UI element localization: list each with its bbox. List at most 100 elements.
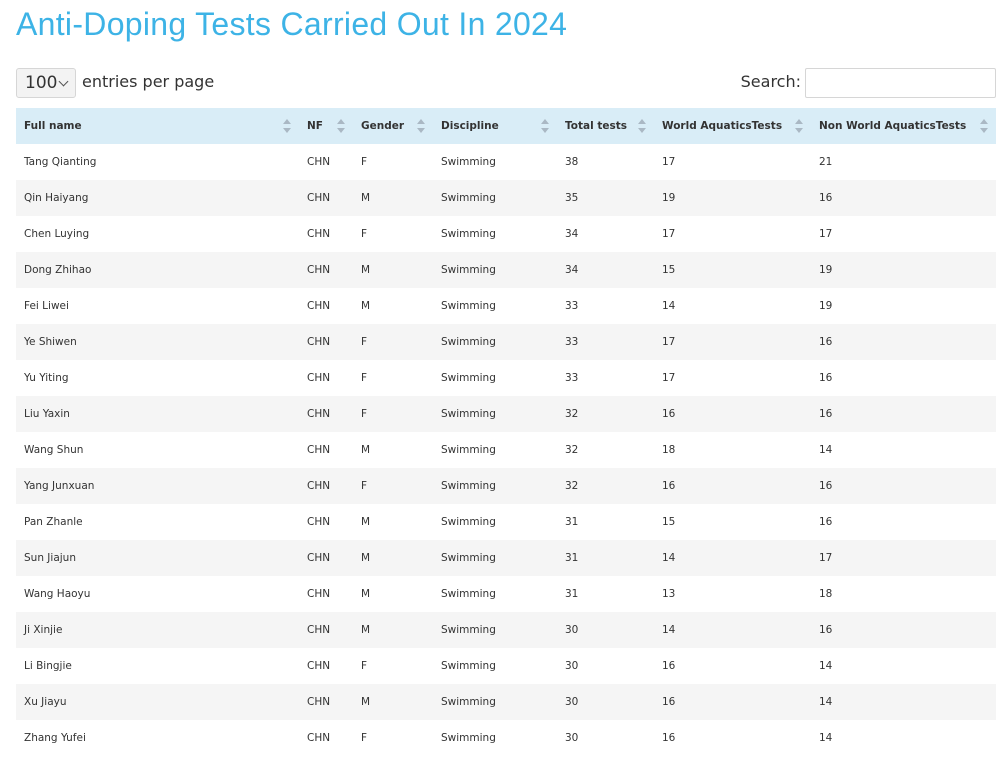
table-body: Tang Qianting CHN F Swimming 38 17 21 Qin Haiya… bbox=[16, 144, 996, 756]
table-cell: CHN bbox=[307, 732, 331, 744]
table-cell: 16 bbox=[662, 732, 676, 744]
table-cell: CHN bbox=[299, 684, 353, 720]
table-cell: 16 bbox=[819, 372, 833, 384]
search-input[interactable] bbox=[805, 68, 996, 98]
table-cell: F bbox=[353, 324, 433, 360]
table-row: Wang Haoyu CHN M Swimming 31 13 18 bbox=[16, 576, 996, 612]
table-cell: CHN bbox=[299, 612, 353, 648]
table-cell: Swimming bbox=[433, 612, 557, 648]
table-row: Fei Liwei CHN M Swimming 33 14 19 bbox=[16, 288, 996, 324]
table-row: Wang Shun CHN M Swimming 32 18 14 bbox=[16, 432, 996, 468]
column-header-label: World AquaticsTests bbox=[662, 120, 783, 132]
table-cell: M bbox=[353, 180, 433, 216]
column-header-label: Gender bbox=[361, 120, 405, 132]
table-cell: Fei Liwei bbox=[24, 300, 69, 312]
table-cell: M bbox=[361, 300, 371, 312]
table-cell: CHN bbox=[299, 396, 353, 432]
column-header-label: Non World AquaticsTests bbox=[819, 120, 967, 132]
table-cell: CHN bbox=[307, 372, 331, 384]
sort-icon bbox=[337, 119, 345, 133]
table-cell: 17 bbox=[662, 156, 676, 168]
table-cell: 31 bbox=[565, 516, 579, 528]
table-cell: CHN bbox=[307, 300, 331, 312]
table-cell: M bbox=[353, 252, 433, 288]
data-table: Full name NF Gender Discipline Total tests Wo… bbox=[16, 108, 996, 756]
table-cell: 18 bbox=[662, 444, 676, 456]
table-cell: 21 bbox=[819, 156, 833, 168]
table-cell: 14 bbox=[654, 612, 811, 648]
table-cell: Xu Jiayu bbox=[16, 684, 299, 720]
column-header[interactable]: World AquaticsTests bbox=[654, 108, 811, 144]
table-cell: Swimming bbox=[433, 396, 557, 432]
table-cell: M bbox=[361, 516, 371, 528]
table-cell: F bbox=[353, 468, 433, 504]
table-cell: CHN bbox=[299, 180, 353, 216]
table-cell: Ji Xinjie bbox=[16, 612, 299, 648]
table-cell: F bbox=[361, 660, 368, 672]
table-cell: Liu Yaxin bbox=[16, 396, 299, 432]
sort-icon bbox=[541, 119, 549, 133]
table-cell: Swimming bbox=[441, 156, 496, 168]
table-cell: Ye Shiwen bbox=[16, 324, 299, 360]
table-cell: 15 bbox=[654, 252, 811, 288]
table-cell: CHN bbox=[307, 588, 331, 600]
table-cell: 31 bbox=[565, 588, 579, 600]
table-row: Qin Haiyang CHN M Swimming 35 19 16 bbox=[16, 180, 996, 216]
table-cell: F bbox=[361, 228, 368, 240]
table-cell: F bbox=[361, 156, 368, 168]
table-cell: 16 bbox=[654, 684, 811, 720]
table-cell: Pan Zhanle bbox=[24, 516, 83, 528]
table-cell: Tang Qianting bbox=[24, 156, 97, 168]
table-row: Ye Shiwen CHN F Swimming 33 17 16 bbox=[16, 324, 996, 360]
dropdown-arrow bbox=[58, 76, 69, 87]
table-cell: 16 bbox=[811, 612, 996, 648]
table-cell: 35 bbox=[557, 180, 654, 216]
table-cell: 16 bbox=[654, 396, 811, 432]
table-row: Chen Luying CHN F Swimming 34 17 17 bbox=[16, 216, 996, 252]
table-cell: Dong Zhihao bbox=[16, 252, 299, 288]
search-label: Search: bbox=[740, 72, 801, 91]
table-cell: 18 bbox=[819, 588, 833, 600]
table-row: Xu Jiayu CHN M Swimming 30 16 14 bbox=[16, 684, 996, 720]
sort-icon bbox=[638, 119, 646, 133]
table-cell: CHN bbox=[299, 540, 353, 576]
column-header[interactable]: Total tests bbox=[557, 108, 654, 144]
table-cell: CHN bbox=[307, 228, 331, 240]
table-cell: 14 bbox=[819, 444, 833, 456]
table-cell: Swimming bbox=[433, 180, 557, 216]
sort-icon bbox=[417, 119, 425, 133]
table-cell: 17 bbox=[811, 540, 996, 576]
table-cell: Chen Luying bbox=[24, 228, 90, 240]
sort-icon bbox=[795, 119, 803, 133]
column-header[interactable]: Non World AquaticsTests bbox=[811, 108, 996, 144]
table-cell: Swimming bbox=[433, 684, 557, 720]
column-header[interactable]: Discipline bbox=[433, 108, 557, 144]
table-cell: 32 bbox=[565, 444, 579, 456]
page-length-select[interactable]: 100 bbox=[16, 68, 76, 98]
column-header[interactable]: Full name bbox=[16, 108, 299, 144]
column-header-label: NF bbox=[307, 120, 323, 132]
table-cell: Swimming bbox=[433, 324, 557, 360]
table-cell: 14 bbox=[819, 660, 833, 672]
table-cell: M bbox=[353, 612, 433, 648]
table-cell: 14 bbox=[662, 300, 676, 312]
table-cell: CHN bbox=[299, 252, 353, 288]
table-cell: 32 bbox=[557, 396, 654, 432]
table-cell: M bbox=[353, 540, 433, 576]
table-cell: 17 bbox=[662, 228, 676, 240]
table-cell: Wang Haoyu bbox=[24, 588, 91, 600]
column-header[interactable]: Gender bbox=[353, 108, 433, 144]
table-cell: 14 bbox=[819, 732, 833, 744]
table-head: Full name NF Gender Discipline Total tests Wo… bbox=[16, 108, 996, 144]
table-cell: 19 bbox=[654, 180, 811, 216]
table-cell: 16 bbox=[811, 396, 996, 432]
column-header[interactable]: NF bbox=[299, 108, 353, 144]
table-cell: Swimming bbox=[433, 468, 557, 504]
table-cell: CHN bbox=[299, 324, 353, 360]
column-header-label: Total tests bbox=[565, 120, 628, 132]
table-row: Zhang Yufei CHN F Swimming 30 16 14 bbox=[16, 720, 996, 756]
table-cell: 14 bbox=[811, 684, 996, 720]
table-cell: 16 bbox=[811, 468, 996, 504]
